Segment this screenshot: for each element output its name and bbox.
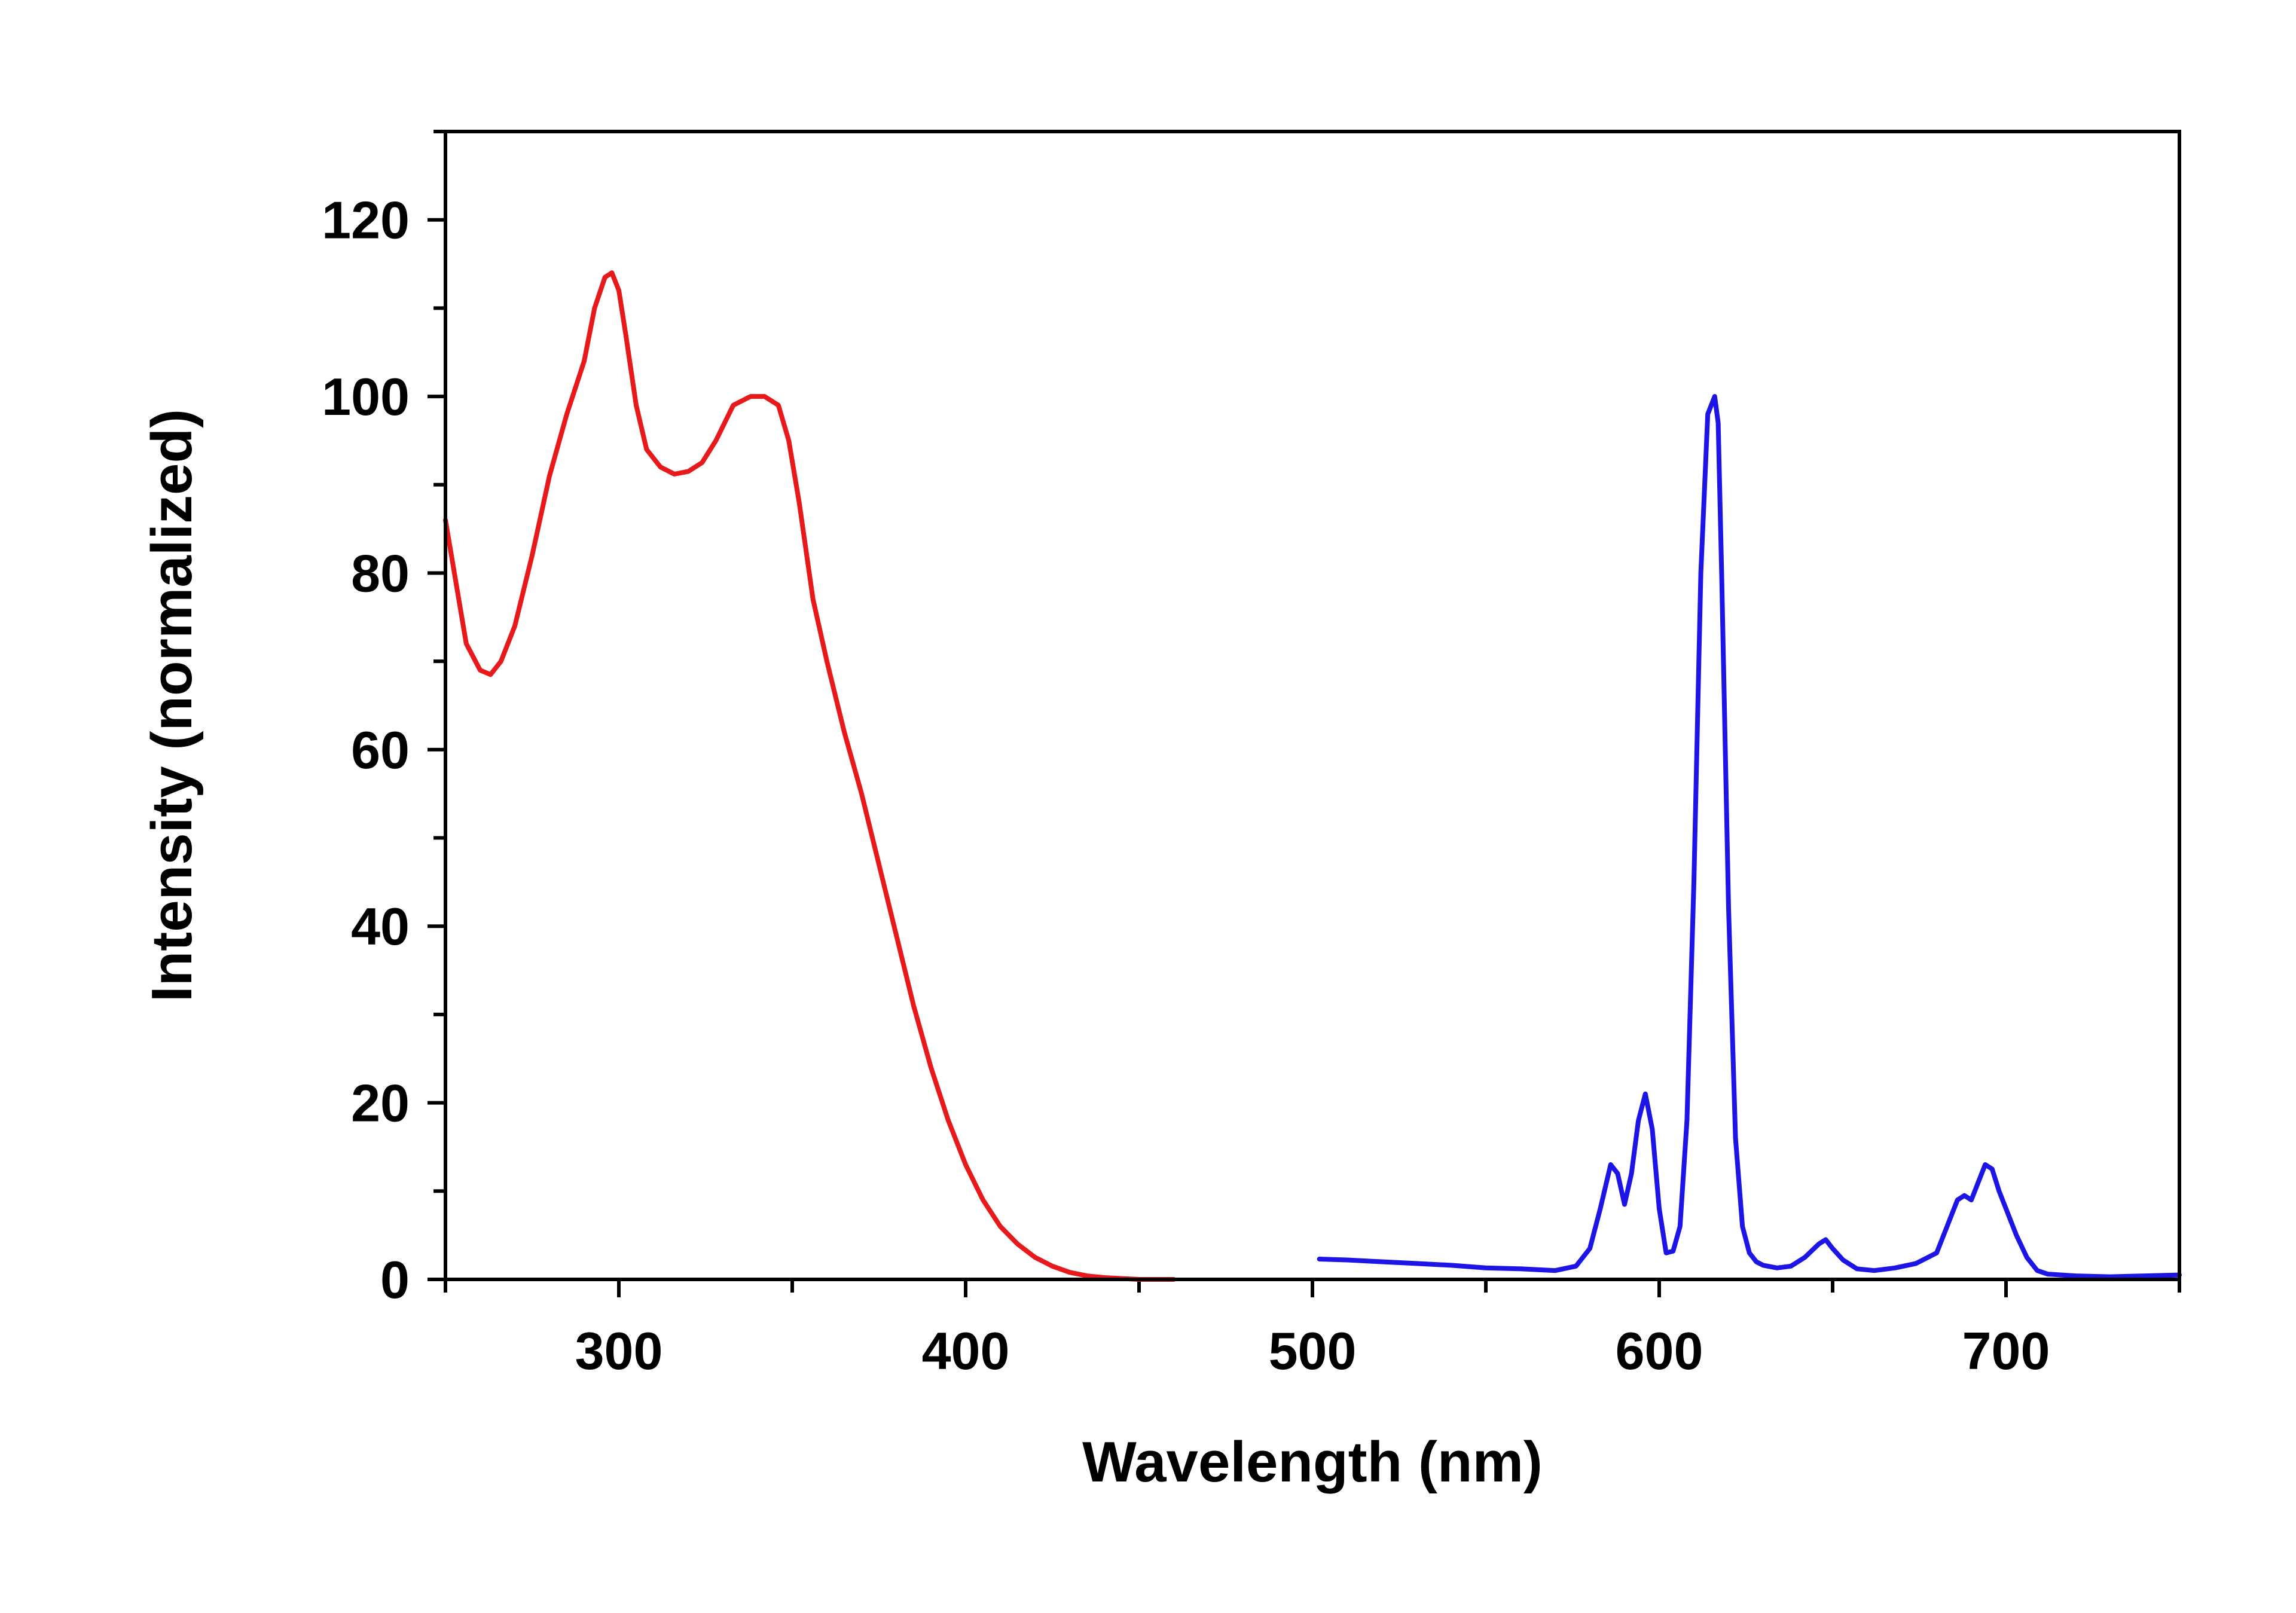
x-tick-label: 500 [1269, 1321, 1357, 1380]
emission-series-line [1317, 394, 2182, 1279]
y-tick-label: 60 [351, 720, 410, 780]
y-tick-label: 40 [351, 897, 410, 956]
x-tick-label: 400 [922, 1321, 1010, 1380]
y-tick-label: 20 [351, 1074, 410, 1133]
plot-frame [444, 130, 2181, 1281]
y-tick-label: 120 [322, 191, 410, 250]
x-axis-title: Wavelength (nm) [1082, 1430, 1543, 1494]
x-tick-label: 700 [1962, 1321, 2050, 1380]
y-tick-label: 100 [322, 367, 410, 426]
x-tick-label: 300 [575, 1321, 663, 1380]
y-tick-label: 80 [351, 543, 410, 603]
x-tick-label: 600 [1616, 1321, 1703, 1380]
y-tick-label: 0 [380, 1250, 410, 1309]
series-layer [443, 270, 2182, 1282]
tick-labels: 300 400 500 600 700 0 20 40 60 80 100 120 [322, 191, 2050, 1380]
excitation-series-line [443, 270, 1176, 1282]
axis-ticks [428, 130, 2181, 1297]
y-axis-title: Intensity (normalized) [140, 409, 204, 1002]
